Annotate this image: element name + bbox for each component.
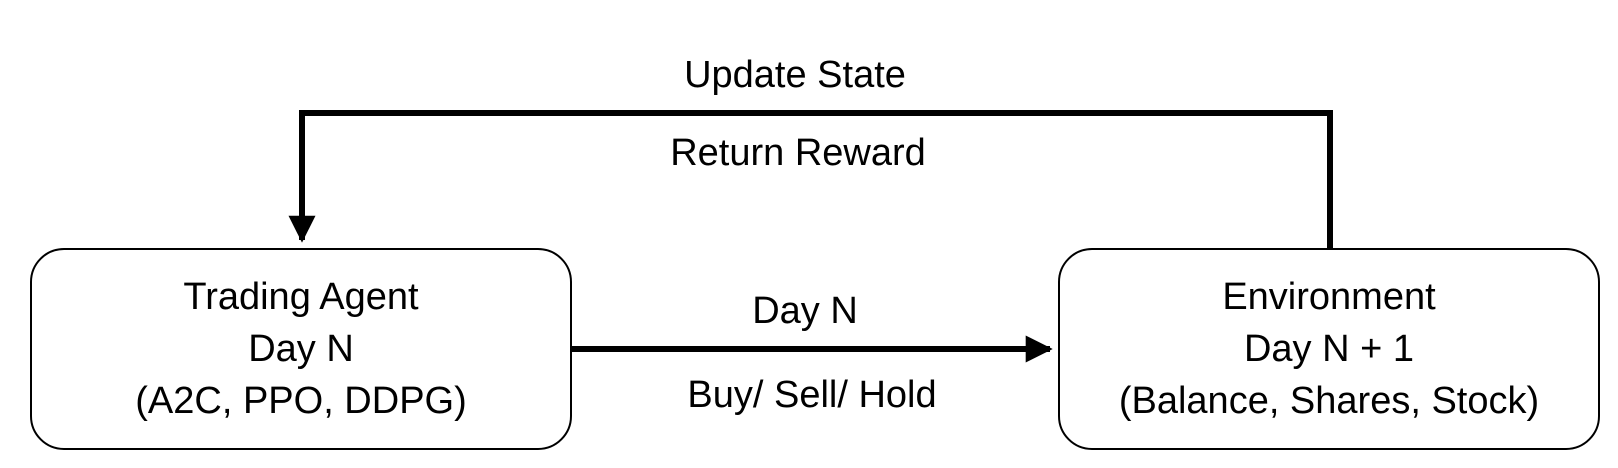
environment-box: Environment Day N + 1 (Balance, Shares, … [1058,248,1600,450]
return-reward-label: Return Reward [670,132,926,174]
agent-day: Day N [248,328,354,370]
action-choice-label: Buy/ Sell/ Hold [687,374,937,416]
agent-title: Trading Agent [183,276,419,318]
environment-day: Day N + 1 [1243,328,1415,370]
update-state-label: Update State [684,54,906,96]
trading-agent-box: Trading Agent Day N (A2C, PPO, DDPG) [30,248,572,450]
agent-algorithms: (A2C, PPO, DDPG) [135,380,467,422]
environment-title: Environment [1222,276,1436,318]
action-day-label: Day N [752,290,858,332]
feedback-arrow [288,110,1333,248]
environment-state: (Balance, Shares, Stock) [1118,380,1540,422]
